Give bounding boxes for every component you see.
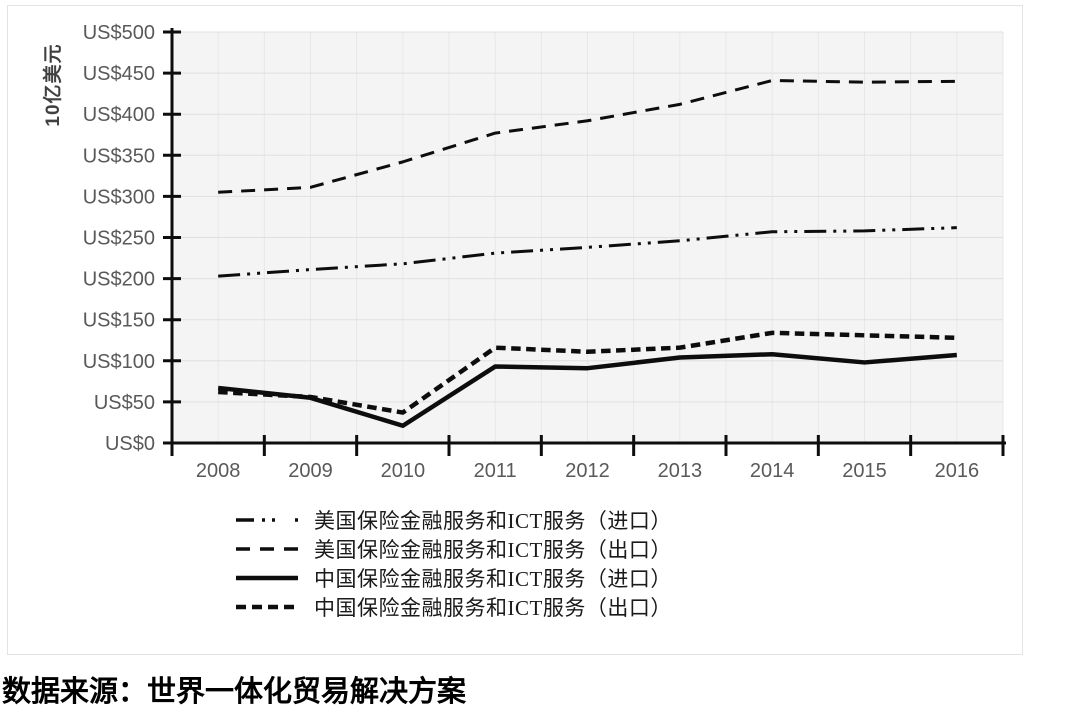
y-tick-label: US$100 bbox=[83, 351, 155, 373]
y-tick-label: US$300 bbox=[83, 186, 155, 208]
legend-item-0: 美国保险金融服务和ICT服务（进口） bbox=[236, 505, 672, 534]
x-tick-label: 2013 bbox=[658, 460, 703, 482]
axes bbox=[163, 28, 1006, 456]
x-tick-label: 2015 bbox=[842, 460, 887, 482]
line-chart: US$0 US$50 US$100 US$150 US$200 US$250 US$300 U… bbox=[83, 22, 1006, 482]
y-tick-label: US$350 bbox=[83, 145, 155, 167]
x-tick-label: 2016 bbox=[935, 460, 980, 482]
series-line-0 bbox=[218, 226, 957, 278]
y-tick-label: US$450 bbox=[83, 63, 155, 85]
legend-line-sample bbox=[236, 546, 298, 551]
legend-item-2: 中国保险金融服务和ICT服务（进口） bbox=[236, 563, 672, 592]
x-tick-label: 2012 bbox=[565, 460, 610, 482]
y-tick-label: US$0 bbox=[105, 433, 155, 455]
x-tick-label: 2011 bbox=[474, 460, 517, 482]
y-tick-label: US$150 bbox=[83, 310, 155, 332]
chart-legend: 美国保险金融服务和ICT服务（进口） 美国保险金融服务和ICT服务（出口） 中国保险… bbox=[236, 505, 672, 621]
x-tick-label: 2008 bbox=[196, 460, 241, 482]
y-axis-title: 10亿美元 bbox=[43, 43, 64, 127]
series-line-3 bbox=[218, 330, 957, 415]
legend-label: 美国保险金融服务和ICT服务（进口） bbox=[314, 508, 672, 533]
legend-label: 美国保险金融服务和ICT服务（出口） bbox=[314, 537, 672, 562]
y-tick-labels: US$0 US$50 US$100 US$150 US$200 US$250 US$300 U… bbox=[83, 22, 155, 455]
y-tick-label: US$250 bbox=[83, 228, 155, 250]
source-note: 数据来源：世界一体化贸易解决方案 bbox=[2, 676, 467, 708]
x-tick-label: 2009 bbox=[288, 460, 333, 482]
series-line-1 bbox=[218, 78, 957, 194]
legend-line-sample bbox=[236, 575, 298, 580]
y-tick-label: US$200 bbox=[83, 269, 155, 291]
x-tick-labels: 2008 2009 2010 2011 2012 2013 2014 2015 2016 bbox=[196, 460, 979, 482]
x-tick-label: 2014 bbox=[750, 460, 795, 482]
legend-line-sample bbox=[236, 517, 298, 522]
legend-item-3: 中国保险金融服务和ICT服务（出口） bbox=[236, 592, 672, 621]
legend-label: 中国保险金融服务和ICT服务（出口） bbox=[314, 595, 672, 620]
y-tick-label: US$50 bbox=[94, 392, 155, 414]
x-tick-label: 2010 bbox=[381, 460, 426, 482]
series-line-2 bbox=[217, 351, 958, 428]
y-tick-label: US$400 bbox=[83, 104, 155, 126]
legend-item-1: 美国保险金融服务和ICT服务（出口） bbox=[236, 534, 672, 563]
legend-line-sample bbox=[236, 604, 298, 609]
legend-label: 中国保险金融服务和ICT服务（进口） bbox=[314, 566, 672, 591]
y-tick-label: US$500 bbox=[83, 22, 155, 44]
chart-frame bbox=[7, 5, 1023, 655]
